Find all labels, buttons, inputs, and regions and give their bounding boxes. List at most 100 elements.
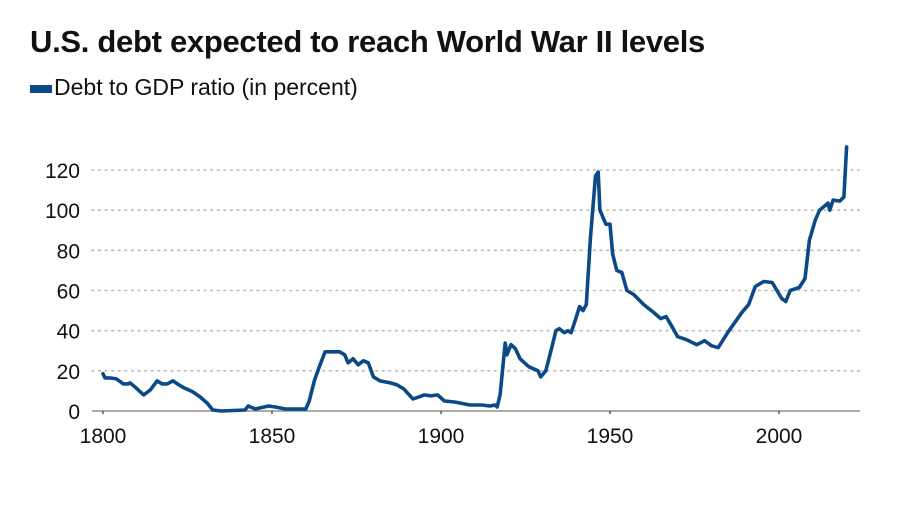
data-point [347, 361, 350, 364]
data-point [558, 327, 561, 330]
data-point [505, 353, 508, 356]
x-tick-label: 1800 [80, 425, 127, 448]
data-point [818, 209, 821, 212]
data-point [695, 343, 698, 346]
data-point [102, 372, 105, 375]
x-axis: 1800 1850 1900 1950 2000 [80, 410, 860, 448]
data-point [676, 335, 679, 338]
data-point [609, 223, 612, 226]
x-tick-label: 2000 [756, 425, 803, 448]
data-point [243, 408, 246, 411]
data-point [318, 365, 321, 368]
data-point [625, 289, 628, 292]
data-point [220, 410, 223, 413]
data-point [156, 379, 159, 382]
data-point [104, 376, 107, 379]
data-point [480, 403, 483, 406]
data-point [589, 237, 592, 240]
data-point [304, 407, 307, 410]
data-point [411, 397, 414, 400]
data-point [642, 303, 645, 306]
data-point [514, 347, 517, 350]
data-point [313, 379, 316, 382]
data-point [367, 361, 370, 364]
legend-label: Debt to GDP ratio (in percent) [54, 74, 358, 100]
data-point [423, 393, 426, 396]
data-point [594, 175, 597, 178]
data-point [544, 369, 547, 372]
gridlines [91, 169, 861, 372]
data-point [762, 280, 765, 283]
series-line-debt-to-gdp [101, 145, 849, 413]
series-layer [101, 145, 849, 413]
data-point [161, 382, 164, 385]
data-point [754, 285, 757, 288]
data-point [402, 387, 405, 390]
data-point [142, 393, 145, 396]
data-point [519, 357, 522, 360]
data-point [604, 223, 607, 226]
data-point [199, 395, 202, 398]
data-point [331, 350, 334, 353]
y-tick-label: 120 [45, 160, 80, 183]
data-point [814, 219, 817, 222]
data-point [570, 331, 573, 334]
data-point [615, 269, 618, 272]
data-point [527, 365, 530, 368]
data-point [598, 209, 601, 212]
data-point [108, 376, 111, 379]
data-point [808, 239, 811, 242]
data-point [581, 309, 584, 312]
data-point [597, 171, 600, 174]
data-point [183, 386, 186, 389]
data-point [804, 277, 807, 280]
data-point [554, 329, 557, 332]
data-point [135, 386, 138, 389]
data-point [171, 379, 174, 382]
data-point [747, 303, 750, 306]
data-point [254, 407, 257, 410]
data-point [838, 200, 841, 203]
data-point [489, 404, 492, 407]
data-point [685, 338, 688, 341]
data-point [652, 311, 655, 314]
data-point [274, 405, 277, 408]
y-tick-label: 100 [45, 200, 80, 223]
data-point [389, 381, 392, 384]
data-point [499, 393, 502, 396]
data-point [166, 382, 169, 385]
data-point [740, 311, 743, 314]
data-point [780, 297, 783, 300]
y-tick-label: 80 [57, 240, 80, 263]
data-point [832, 199, 835, 202]
data-point [845, 145, 848, 148]
data-point [717, 346, 720, 349]
y-tick-label: 20 [57, 361, 80, 384]
data-point [672, 327, 675, 330]
data-point [211, 408, 214, 411]
data-point [710, 344, 713, 347]
x-tick-label: 1900 [418, 425, 465, 448]
data-point [504, 342, 507, 345]
data-point [659, 317, 662, 320]
data-point [372, 375, 375, 378]
data-point [308, 399, 311, 402]
data-point [115, 377, 118, 380]
x-tick-label: 1950 [587, 425, 634, 448]
data-point [396, 383, 399, 386]
data-point [727, 330, 730, 333]
data-point [509, 343, 512, 346]
data-point [352, 357, 355, 360]
data-point [827, 202, 830, 205]
legend: Debt to GDP ratio (in percent) [30, 74, 358, 101]
data-point [563, 331, 566, 334]
data-point [443, 399, 446, 402]
data-point [469, 403, 472, 406]
data-point [284, 407, 287, 410]
data-point [784, 300, 787, 303]
data-point [771, 281, 774, 284]
data-point [149, 388, 152, 391]
data-point [247, 404, 250, 407]
data-point [537, 369, 540, 372]
data-point [789, 289, 792, 292]
